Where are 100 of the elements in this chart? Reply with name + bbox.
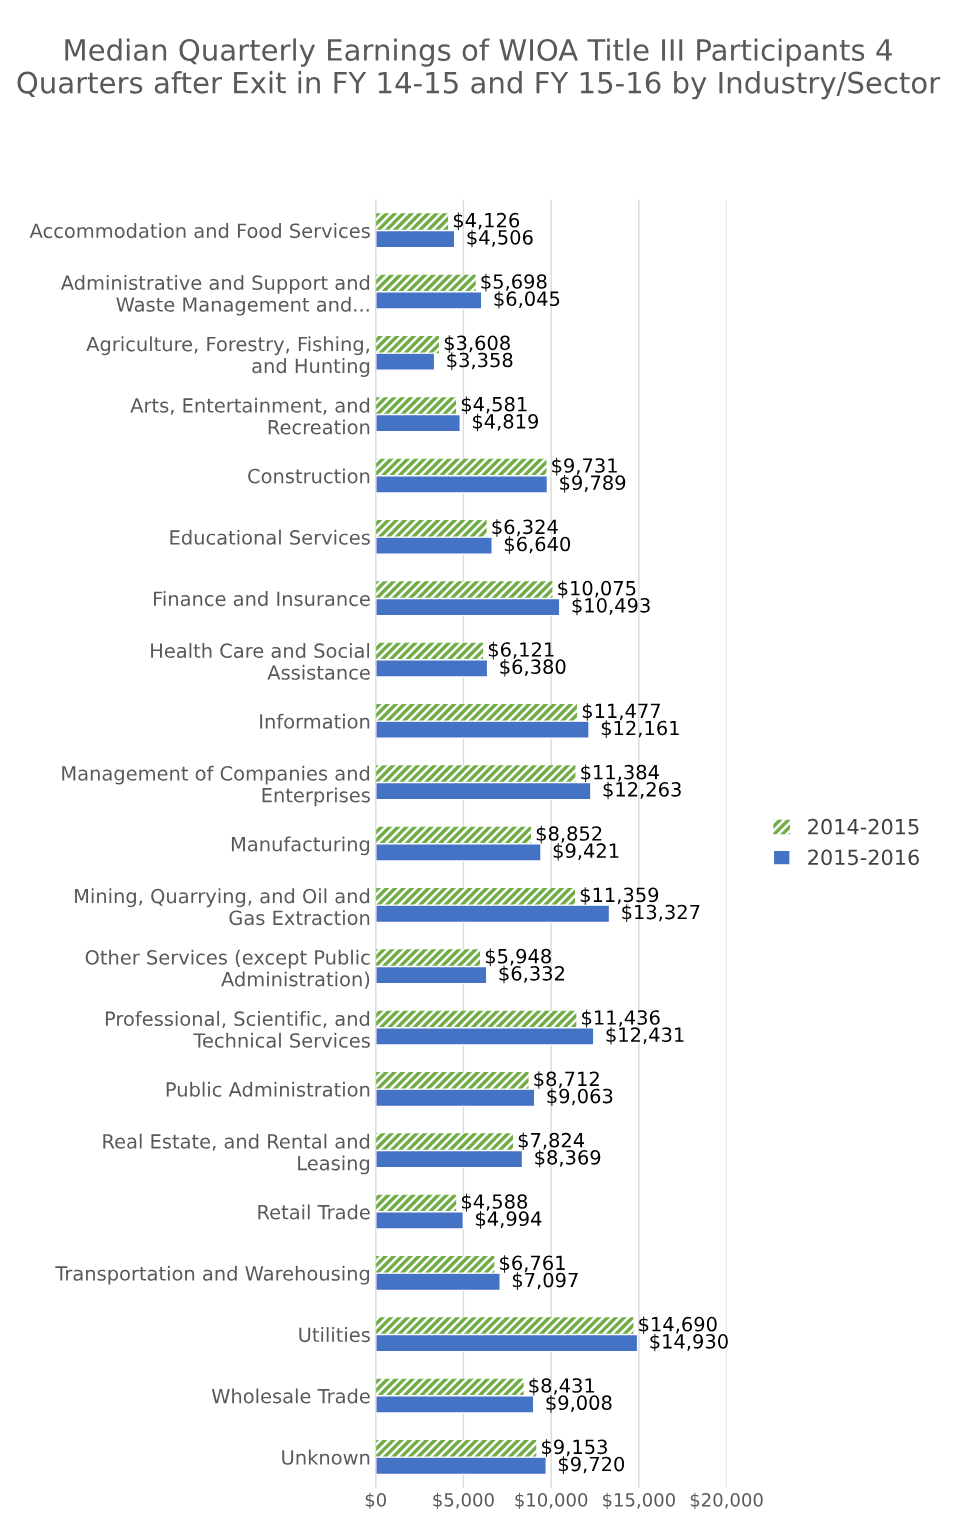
legend-label: 2015-2016	[808, 849, 919, 866]
data-label: $7,824	[518, 1132, 585, 1151]
data-label: $4,588	[461, 1193, 528, 1212]
data-label: $6,045	[494, 290, 560, 309]
data-label: $5,698	[481, 273, 547, 292]
bar	[375, 274, 476, 292]
bar	[375, 1027, 595, 1046]
y-tick-label: Utilities	[299, 1327, 370, 1343]
bar	[375, 826, 531, 844]
y-tick-label: Finance and Insurance	[154, 591, 370, 607]
data-label: $11,436	[582, 1009, 660, 1028]
bar	[375, 1194, 457, 1212]
chart-title: Median Quarterly Earnings of WIOA Title III Participants 4 Quarters after Exit in FY 14-15 and FY 15-16 by Industry/Sector	[17, 38, 941, 100]
data-label: $9,789	[560, 474, 626, 493]
bar	[375, 1395, 535, 1414]
data-label: $6,640	[504, 536, 571, 554]
y-tick-label: Health Care and Social Assistance	[151, 643, 370, 680]
bar	[375, 904, 611, 924]
bar	[375, 475, 549, 494]
y-tick-label: Public Administration	[166, 1081, 370, 1097]
bar	[375, 1439, 537, 1458]
data-label: $4,581	[461, 396, 527, 415]
data-label: $9,008	[546, 1394, 612, 1413]
y-tick-label: Professional, Scientific, and Technical Services	[105, 1011, 370, 1048]
bar	[375, 659, 489, 678]
x-tick-label: $15,000	[603, 1492, 675, 1510]
y-tick-label: Agriculture, Forestry, Fishing, and Hunting	[86, 336, 370, 377]
bar	[375, 536, 493, 556]
data-label: $4,994	[476, 1210, 542, 1229]
y-tick-label: Management of Companies and Enterprises	[62, 765, 370, 807]
data-label: $12,161	[601, 720, 679, 738]
data-label: $7,097	[512, 1272, 578, 1290]
data-label: $14,930	[650, 1333, 728, 1352]
y-tick-label: Manufacturing	[231, 836, 370, 856]
y-tick-label: Accommodation and Food Services	[29, 223, 370, 239]
data-label: $11,477	[582, 703, 660, 721]
y-tick-label: Real Estate, and Rental and Leasing	[103, 1133, 370, 1175]
y-tick-label: Mining, Quarrying, and Oil and Gas Extraction	[75, 888, 370, 926]
data-label: $9,720	[558, 1456, 625, 1474]
bar	[375, 720, 590, 740]
data-label: $8,712	[534, 1071, 599, 1089]
data-label: $12,431	[606, 1026, 684, 1045]
y-tick-label: Retail Trade	[258, 1204, 370, 1220]
data-label: $13,327	[622, 904, 700, 922]
bar	[375, 458, 547, 476]
bar	[375, 703, 578, 722]
data-label: $8,852	[536, 825, 602, 844]
bar	[375, 229, 456, 249]
data-label: $3,358	[447, 352, 513, 370]
data-label: $14,690	[639, 1316, 717, 1335]
y-tick-label: Construction	[248, 468, 370, 484]
bar	[375, 642, 484, 660]
legend-label: 2014-2015	[808, 818, 919, 835]
data-label: $4,126	[453, 212, 520, 231]
data-label: $6,324	[492, 519, 558, 537]
bar	[375, 1333, 639, 1353]
bar	[375, 519, 487, 538]
bar	[375, 413, 461, 433]
bar	[375, 291, 483, 310]
data-label: $9,153	[542, 1439, 607, 1457]
bar	[375, 1088, 536, 1108]
x-tick-label: $10,000	[515, 1492, 588, 1510]
bar	[375, 1211, 465, 1230]
data-label: $3,608	[444, 335, 510, 353]
bar	[375, 843, 542, 862]
data-label: $11,359	[580, 887, 659, 905]
bar	[375, 965, 488, 985]
data-label: $9,063	[547, 1088, 613, 1106]
data-label: $10,075	[558, 580, 636, 599]
data-label: $4,819	[472, 413, 539, 432]
x-tick-label: $0	[365, 1492, 386, 1510]
bar	[375, 1272, 501, 1292]
bar	[375, 949, 481, 967]
bar	[375, 765, 576, 783]
bar	[375, 213, 449, 231]
bar	[375, 352, 436, 372]
bar	[375, 1071, 529, 1090]
data-label: $4,506	[467, 229, 533, 248]
data-label: $6,121	[488, 641, 554, 660]
bar	[375, 597, 561, 617]
bar	[375, 1133, 513, 1151]
data-label: $5,948	[485, 948, 551, 967]
data-label: $12,263	[603, 781, 681, 800]
y-tick-label: Administrative and Support and Waste Management and...	[60, 275, 370, 316]
data-label: $6,380	[500, 658, 566, 677]
bar	[375, 1378, 524, 1396]
data-label: $9,731	[552, 457, 617, 476]
data-label: $6,332	[499, 965, 564, 984]
y-tick-label: Other Services (except Public Administration)	[85, 949, 370, 989]
y-tick-label: Unknown	[282, 1449, 370, 1465]
y-tick-label: Educational Services	[170, 529, 370, 545]
x-tick-label: $5,000	[433, 1492, 494, 1510]
data-label: $9,421	[553, 842, 619, 861]
y-tick-label: Information	[260, 713, 370, 729]
bar	[375, 335, 439, 354]
bar	[375, 1149, 524, 1169]
bar	[375, 1010, 577, 1028]
bar	[375, 581, 553, 599]
data-label: $6,761	[500, 1255, 565, 1273]
bar	[375, 1456, 547, 1476]
